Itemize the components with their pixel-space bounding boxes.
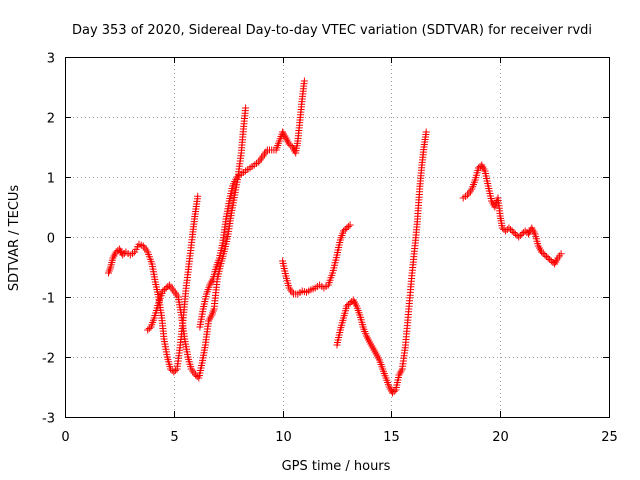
series-arc5 xyxy=(333,128,430,397)
x-tick-label: 5 xyxy=(170,430,178,445)
y-tick-label: -1 xyxy=(42,292,55,307)
data-point xyxy=(474,164,482,172)
data-point xyxy=(542,253,550,260)
data-points xyxy=(105,77,565,397)
grid-lines xyxy=(65,57,609,417)
data-point xyxy=(422,128,430,136)
data-point xyxy=(521,227,529,235)
data-point xyxy=(343,224,351,232)
y-tick-label: 2 xyxy=(47,112,55,127)
series-arc3 xyxy=(196,77,308,331)
y-tick-label: -3 xyxy=(42,412,55,427)
data-point xyxy=(167,365,174,373)
x-tick-label: 25 xyxy=(601,430,618,445)
data-point xyxy=(161,286,169,293)
y-axis-label: SDTVAR / TECUs xyxy=(7,185,22,292)
y-tick-label: 1 xyxy=(47,172,55,187)
data-point xyxy=(344,223,352,230)
plot-frame xyxy=(65,57,610,418)
data-point xyxy=(112,248,120,256)
series-arc2 xyxy=(144,104,250,382)
data-point xyxy=(557,250,565,258)
x-tick-label: 10 xyxy=(275,430,292,445)
data-point xyxy=(538,248,545,256)
data-point xyxy=(389,389,396,397)
y-tick-label: 3 xyxy=(47,52,55,67)
data-point xyxy=(300,77,308,85)
data-point xyxy=(390,388,398,395)
data-point xyxy=(544,254,552,262)
data-point xyxy=(505,224,513,232)
data-point xyxy=(194,192,202,200)
data-point xyxy=(547,257,555,265)
data-point xyxy=(539,250,547,257)
data-point xyxy=(344,301,352,308)
data-point xyxy=(511,230,519,238)
data-point xyxy=(340,227,347,235)
series-arc6 xyxy=(459,161,565,268)
data-point xyxy=(546,256,554,263)
axis-ticks: 0 5 10 15 20 25 -3 -2 -1 0 1 2 3 xyxy=(42,52,618,446)
chart-title: Day 353 of 2020, Sidereal Day-to-day VTE… xyxy=(72,23,592,38)
data-point xyxy=(515,233,523,241)
data-point xyxy=(119,251,127,259)
x-tick-label: 20 xyxy=(492,430,509,445)
data-point xyxy=(516,232,524,239)
data-point xyxy=(510,229,518,236)
data-point xyxy=(498,224,506,232)
data-point xyxy=(145,325,153,332)
data-point xyxy=(341,226,349,233)
data-point xyxy=(170,368,178,376)
data-point xyxy=(343,302,351,310)
series-arc4 xyxy=(279,221,354,298)
data-point xyxy=(242,104,250,112)
data-point xyxy=(159,287,167,295)
data-point xyxy=(541,251,549,259)
y-tick-label: 0 xyxy=(47,232,55,247)
data-point xyxy=(144,326,152,334)
y-tick-label: -2 xyxy=(42,352,55,367)
data-point xyxy=(346,221,354,229)
data-point xyxy=(507,226,514,233)
data-point xyxy=(508,227,516,235)
data-point xyxy=(162,284,170,292)
data-point xyxy=(346,299,354,307)
data-point xyxy=(502,227,510,235)
data-point xyxy=(171,367,179,374)
x-axis-label: GPS time / hours xyxy=(282,459,391,474)
data-point xyxy=(518,230,526,238)
data-point xyxy=(285,140,293,148)
x-tick-label: 15 xyxy=(383,430,400,445)
x-tick-label: 0 xyxy=(61,430,69,445)
